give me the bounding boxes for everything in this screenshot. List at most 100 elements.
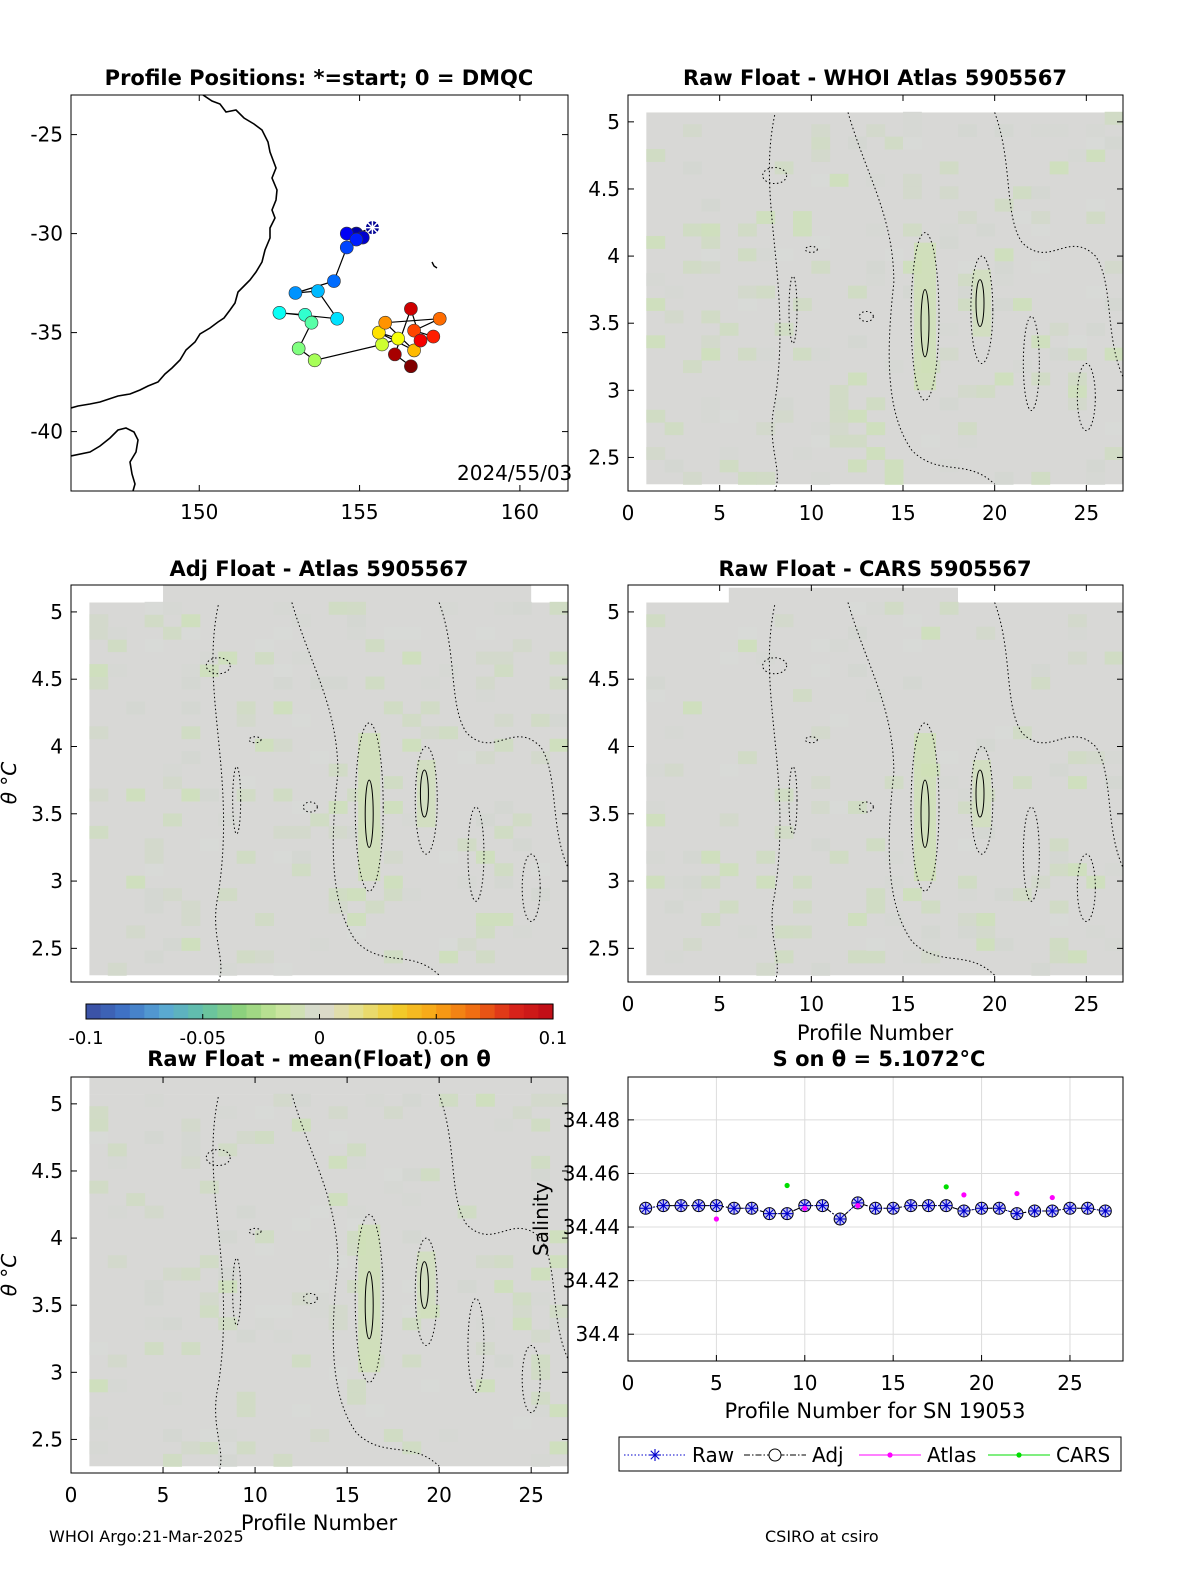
profile-marker	[426, 329, 441, 344]
map-x-tick-label: 155	[340, 500, 378, 524]
x-tick-label: 0	[65, 1483, 78, 1507]
colorbar-cell	[392, 1004, 408, 1019]
contour-dotted	[467, 806, 485, 902]
contour-dotted	[768, 115, 781, 491]
x-tick-label: 5	[713, 992, 726, 1016]
colorbar-tick-label: -0.05	[179, 1028, 226, 1049]
profile-marker	[404, 302, 418, 316]
colorbar-cell	[407, 1004, 423, 1019]
atlas-point	[855, 1203, 861, 1209]
colorbar-tick-label: 0.05	[416, 1028, 456, 1049]
y-tick-label: 5	[607, 110, 620, 134]
colorbar-cell	[246, 1004, 262, 1019]
contour-dotted	[521, 1344, 541, 1414]
raw-point	[1010, 1207, 1023, 1220]
contour-dotted	[232, 1257, 242, 1326]
x-tick-label: 10	[242, 1483, 267, 1507]
salinity-ylabel: Salinity	[529, 1182, 553, 1256]
contour-dotted	[467, 1297, 485, 1393]
contour-dotted	[232, 766, 242, 835]
colorbar-cell	[304, 1004, 321, 1019]
raw-point	[816, 1199, 829, 1212]
x-tick-label: 15	[334, 1483, 359, 1507]
raw-point	[922, 1199, 935, 1212]
y-tick-label: 4	[50, 734, 63, 758]
contour-dotted	[302, 1292, 318, 1304]
legend-label: Atlas	[927, 1443, 976, 1467]
contour-dotted	[1022, 806, 1040, 902]
colorbar-cell	[115, 1004, 131, 1019]
raw-point	[957, 1204, 970, 1217]
colorbar-cell	[494, 1004, 510, 1019]
colorbar-tick-label: 0.1	[539, 1028, 568, 1049]
contour-dotted	[521, 853, 541, 922]
y-tick-label: 3	[50, 1360, 63, 1384]
raw-mean-xlabel: Profile Number	[241, 1511, 398, 1535]
contour-dotted	[354, 722, 384, 892]
contour-dotted	[414, 745, 438, 855]
y-tick-label: 3.5	[588, 311, 620, 335]
contour-dotted	[788, 766, 798, 835]
profile-marker	[432, 311, 447, 326]
map-y-tick-label: -35	[30, 321, 63, 345]
profile-marker	[311, 284, 325, 298]
profile-marker	[375, 337, 389, 352]
adj-atlas-panel: Adj Float - Atlas 5905567 2.5 3 3.5 4 4.5 5 θ…	[0, 557, 569, 983]
profile-marker	[304, 315, 319, 330]
raw-point	[710, 1199, 723, 1212]
raw-mean-panel: Raw Float - mean(Float) on θ 2.5 3 3.5 4 4.5…	[0, 1047, 569, 1535]
colorbar-cell	[86, 1004, 102, 1019]
colorbar-cell	[275, 1004, 291, 1019]
contour-dotted	[1076, 853, 1096, 922]
colorbar-cell	[100, 1004, 116, 1019]
colorbar-cell	[217, 1004, 233, 1019]
contour-dotted	[248, 1227, 262, 1235]
contour-dotted	[858, 801, 874, 813]
contour-dotted	[970, 745, 994, 855]
profile-marker	[272, 305, 287, 320]
raw-whoi-title: Raw Float - WHOI Atlas 5905567	[683, 66, 1067, 90]
colorbar-cell	[436, 1004, 452, 1019]
map-panel: Profile Positions: *=start; 0 = DMQC 150…	[30, 66, 572, 524]
salinity-panel: S on θ = 5.1072°C 0 5 10 15 20 25 34.4 34.42 34.…	[529, 1047, 1124, 1423]
y-tick-label: 4.5	[588, 667, 620, 691]
x-tick-label: 20	[982, 501, 1007, 525]
profile-marker	[327, 274, 341, 288]
x-tick-label: 5	[713, 501, 726, 525]
y-tick-label: 34.42	[563, 1269, 620, 1293]
profile-marker	[391, 331, 405, 346]
y-tick-label: 5	[50, 600, 63, 624]
colorbar-cell	[450, 1004, 467, 1019]
colorbar-tick-label: -0.1	[68, 1028, 103, 1049]
colorbar-cell	[158, 1004, 175, 1019]
raw-whoi-panel: Raw Float - WHOI Atlas 5905567 2.5 3 3.5 4 4…	[588, 66, 1124, 525]
colorbar-cell	[377, 1004, 394, 1019]
y-tick-label: 3	[607, 869, 620, 893]
colorbar-cell	[188, 1004, 204, 1019]
colorbar-cell	[363, 1004, 379, 1019]
contour-dotted	[354, 1214, 384, 1383]
contour-dotted	[847, 112, 996, 485]
profile-marker	[291, 341, 306, 356]
atlas-point	[1049, 1194, 1055, 1201]
salinity-legend: Raw Adj Atlas CARS	[618, 1436, 1122, 1472]
contour-dotted	[248, 736, 262, 744]
contour-dotted	[212, 1097, 225, 1473]
contour-dotted	[858, 310, 874, 322]
x-tick-label: 25	[1057, 1371, 1082, 1395]
contour-dotted	[910, 232, 940, 401]
y-tick-label: 34.4	[575, 1322, 620, 1346]
y-tick-label: 4.5	[31, 1159, 63, 1183]
legend-label: Adj	[812, 1443, 844, 1467]
x-tick-label: 15	[890, 992, 915, 1016]
profile-marker	[378, 315, 393, 330]
x-tick-label: 0	[622, 501, 635, 525]
raw-point	[1081, 1202, 1094, 1215]
contour-dotted	[414, 1237, 438, 1346]
y-tick-label: 34.44	[563, 1215, 620, 1239]
contour-dotted	[804, 736, 818, 744]
x-tick-label: 25	[1074, 992, 1099, 1016]
x-tick-label: 10	[799, 992, 824, 1016]
anomaly-band	[914, 733, 936, 882]
